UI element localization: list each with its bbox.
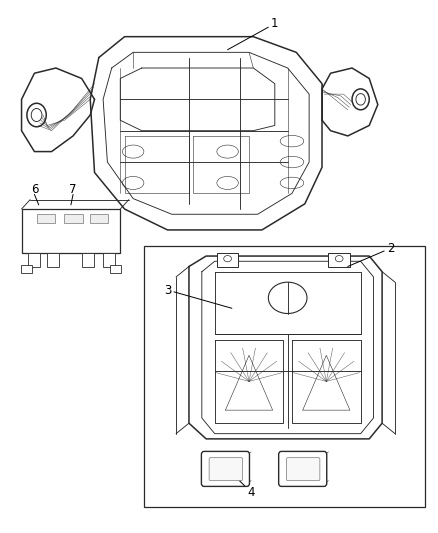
Bar: [37, 214, 55, 223]
FancyBboxPatch shape: [201, 451, 250, 487]
Bar: [103, 254, 115, 266]
Bar: [90, 214, 108, 223]
Bar: [47, 254, 59, 266]
Text: 7: 7: [69, 183, 77, 196]
FancyBboxPatch shape: [209, 458, 243, 481]
Text: 2: 2: [348, 242, 395, 266]
Text: 1: 1: [228, 17, 279, 50]
Circle shape: [324, 389, 329, 395]
FancyBboxPatch shape: [286, 458, 320, 481]
Bar: [110, 265, 121, 273]
Text: 6: 6: [31, 183, 38, 196]
FancyBboxPatch shape: [279, 451, 327, 487]
Bar: [328, 254, 350, 266]
Bar: [64, 214, 82, 223]
Bar: [81, 254, 94, 266]
Bar: [28, 254, 40, 266]
Circle shape: [247, 389, 251, 395]
Text: 4: 4: [234, 475, 255, 499]
Text: 3: 3: [164, 284, 232, 308]
Bar: [217, 254, 238, 266]
Bar: [21, 265, 32, 273]
Bar: [144, 246, 425, 507]
Bar: [21, 209, 120, 254]
